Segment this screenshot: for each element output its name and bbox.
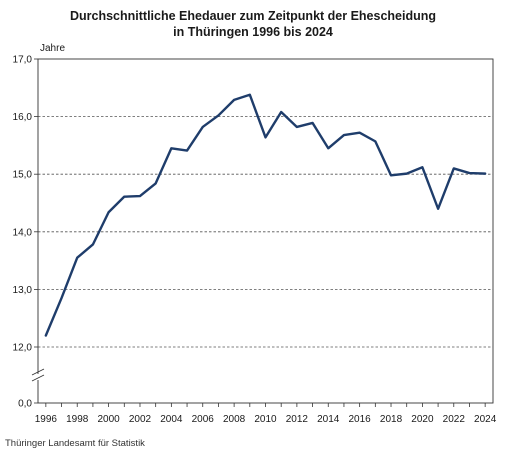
x-tick-label: 2006 xyxy=(192,414,215,425)
x-axis-ticks: 1996 1998 2000 2002 2004 2006 2008 2010 2012 2014… xyxy=(35,403,497,425)
x-tick-label: 2000 xyxy=(97,414,120,425)
chart-title-line-2: in Thüringen 1996 bis 2024 xyxy=(173,25,333,39)
x-tick-label: 1998 xyxy=(66,414,89,425)
x-tick-label: 2018 xyxy=(380,414,403,425)
axis-break-slash xyxy=(31,368,45,376)
x-tick-label: 2012 xyxy=(286,414,309,425)
x-tick-label: 1996 xyxy=(35,414,58,425)
series-line xyxy=(44,93,487,337)
data-points xyxy=(46,95,485,336)
x-tick-label: 2008 xyxy=(223,414,246,425)
x-tick-label: 2022 xyxy=(443,414,466,425)
y-tick-label: 12,0 xyxy=(13,343,33,354)
x-tick-label: 2024 xyxy=(474,414,497,425)
y-tick-label: 16,0 xyxy=(13,112,33,123)
y-tick-label: 14,0 xyxy=(13,227,33,238)
x-tick-label: 2010 xyxy=(254,414,277,425)
source-note: Thüringer Landesamt für Statistik xyxy=(5,438,145,449)
x-tick-label: 2020 xyxy=(411,414,434,425)
y-axis-unit-label: Jahre xyxy=(40,43,65,54)
y-tick-label: 15,0 xyxy=(13,170,33,181)
x-tick-label: 2014 xyxy=(317,414,340,425)
x-tick-label: 2016 xyxy=(349,414,372,425)
y-tick-label: 13,0 xyxy=(13,285,33,296)
y-tick-label: 0,0 xyxy=(18,399,32,410)
y-tick-label: 17,0 xyxy=(13,55,33,66)
axis-break-slash xyxy=(31,374,45,382)
chart-title-line-1: Durchschnittliche Ehedauer zum Zeitpunkt… xyxy=(70,9,436,23)
plot-frame xyxy=(37,58,494,404)
axis-break-mark xyxy=(31,368,45,382)
axis-break-gap xyxy=(35,374,41,380)
line-chart: Durchschnittliche Ehedauer zum Zeitpunkt… xyxy=(13,9,497,425)
x-tick-label: 2002 xyxy=(129,414,152,425)
x-tick-label: 2004 xyxy=(160,414,183,425)
gridlines xyxy=(38,116,493,348)
y-axis-ticks: 17,0 16,0 15,0 14,0 13,0 12,0 0,0 xyxy=(13,55,38,410)
axes xyxy=(37,58,494,404)
